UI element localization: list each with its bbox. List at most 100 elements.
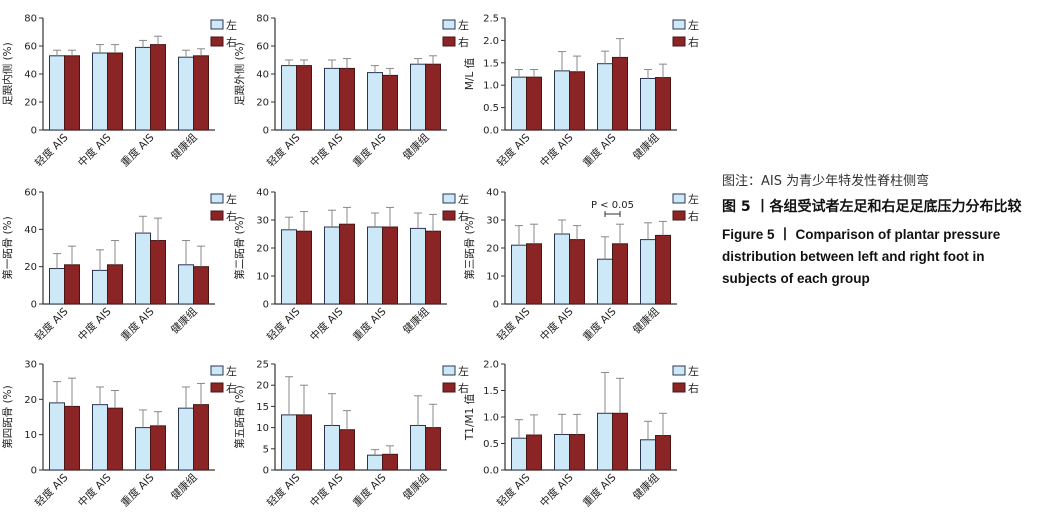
x-tick-label: 中度 AIS [537, 305, 576, 344]
x-tick-label: 中度 AIS [537, 471, 576, 510]
legend-label-left: 左 [458, 19, 469, 32]
bar-left [367, 72, 383, 131]
bar-right [655, 77, 671, 131]
y-tick-label: 2.5 [483, 14, 499, 25]
bar-right [526, 434, 542, 471]
legend-label-right: 右 [458, 35, 469, 49]
bar-right [526, 76, 542, 131]
bar-right [296, 414, 312, 471]
y-axis-label: 第四跖骨 (%) [1, 385, 14, 449]
y-tick-label: 60 [256, 42, 269, 53]
bar-left [178, 56, 194, 131]
figure-caption: 图注：AIS 为青少年特发性脊柱侧弯 图 5 丨各组受试者左足和右足足底压力分布… [722, 173, 1040, 290]
x-tick-label: 轻度 AIS [264, 131, 303, 170]
legend-swatch-right [672, 36, 686, 47]
x-tick-label: 重度 AIS [118, 305, 157, 344]
bar-left [92, 52, 108, 131]
bar-right [655, 435, 671, 471]
bar-left [135, 46, 151, 131]
x-tick-label: 健康组 [168, 471, 200, 503]
bar-right [382, 453, 398, 471]
bar-right [339, 223, 355, 305]
y-tick-label: 0 [31, 300, 37, 311]
legend-swatch-right [210, 382, 224, 393]
y-tick-label: 60 [24, 188, 37, 199]
legend-swatch-left [672, 365, 686, 376]
bar-left [410, 63, 426, 131]
legend-label-left: 左 [458, 193, 469, 206]
legend-label-left: 左 [688, 365, 699, 378]
x-tick-label: 重度 AIS [118, 131, 157, 170]
chart-panel-4: 0 20 40 60 第一跖骨 (%) 轻度 AIS 中度 AIS 重度 AIS 健康组 左右 [1, 188, 237, 344]
caption-title-cn: 图 5 丨各组受试者左足和右足足底压力分布比较 [722, 199, 1022, 215]
y-tick-label: 40 [486, 188, 499, 199]
bar-right [569, 239, 585, 305]
y-tick-label: 1.5 [483, 58, 499, 69]
bar-left [597, 258, 613, 305]
y-tick-label: 20 [24, 395, 37, 406]
bar-left [324, 226, 340, 305]
chart-panel-2: 0 20 40 60 80 足跟外侧 (%) 轻度 AIS 中度 AIS 重度 AIS 健康组 左右 [233, 14, 469, 170]
y-tick-label: 30 [24, 360, 37, 371]
legend-swatch-left [442, 193, 456, 204]
legend-label-right: 右 [226, 209, 237, 223]
bar-right [107, 52, 123, 131]
caption-title-en: Figure 5 丨 Comparison of plantar pressur… [722, 227, 1001, 286]
bar-right [64, 264, 80, 305]
legend-swatch-left [672, 19, 686, 30]
x-tick-label: 健康组 [630, 131, 662, 163]
legend-swatch-right [210, 36, 224, 47]
y-axis-label: 第五跖骨 (%) [233, 385, 246, 449]
y-tick-label: 0 [263, 126, 269, 137]
y-tick-label: 0.5 [483, 103, 499, 114]
x-tick-label: 轻度 AIS [494, 131, 533, 170]
bar-left [554, 433, 570, 471]
y-tick-label: 20 [256, 98, 269, 109]
significance-label: P < 0.05 [591, 200, 634, 211]
x-tick-label: 轻度 AIS [32, 305, 71, 344]
legend-label-left: 左 [226, 193, 237, 206]
x-tick-label: 轻度 AIS [264, 471, 303, 510]
x-tick-label: 轻度 AIS [494, 471, 533, 510]
y-tick-label: 30 [486, 216, 499, 227]
x-tick-label: 轻度 AIS [264, 305, 303, 344]
y-tick-label: 80 [24, 14, 37, 25]
legend-label-right: 右 [688, 209, 699, 223]
y-tick-label: 40 [24, 225, 37, 236]
y-tick-label: 10 [256, 272, 269, 283]
bar-right [193, 55, 209, 131]
x-tick-label: 重度 AIS [580, 471, 619, 510]
bar-right [193, 266, 209, 305]
legend-label-left: 左 [688, 193, 699, 206]
y-tick-label: 20 [24, 262, 37, 273]
x-tick-label: 轻度 AIS [494, 305, 533, 344]
x-tick-label: 轻度 AIS [32, 471, 71, 510]
x-tick-label: 中度 AIS [307, 131, 346, 170]
bar-left [135, 427, 151, 471]
y-axis-label: 第一跖骨 (%) [1, 216, 14, 280]
x-tick-label: 重度 AIS [118, 471, 157, 510]
bar-right [382, 74, 398, 131]
y-tick-label: 0 [31, 466, 37, 477]
y-tick-label: 25 [256, 360, 269, 371]
y-tick-label: 0.5 [483, 439, 499, 450]
x-tick-label: 健康组 [168, 305, 200, 337]
y-tick-label: 0.0 [483, 126, 499, 137]
bar-left [178, 264, 194, 305]
bar-right [150, 44, 166, 131]
bar-right [612, 243, 628, 305]
y-tick-label: 10 [24, 430, 37, 441]
y-axis-label: 足跟外侧 (%) [233, 42, 246, 106]
chart-panel-7: 0 10 20 30 第四跖骨 (%) 轻度 AIS 中度 AIS 重度 AIS 健康组 左右 [1, 360, 237, 510]
x-tick-label: 中度 AIS [307, 471, 346, 510]
x-tick-label: 健康组 [168, 131, 200, 163]
bar-left [281, 414, 297, 471]
x-tick-label: 健康组 [630, 471, 662, 503]
bar-right [107, 264, 123, 305]
y-tick-label: 0 [493, 300, 499, 311]
y-tick-label: 0 [263, 300, 269, 311]
legend-swatch-left [442, 365, 456, 376]
y-tick-label: 60 [24, 42, 37, 53]
legend-swatch-right [442, 382, 456, 393]
x-tick-label: 重度 AIS [580, 131, 619, 170]
